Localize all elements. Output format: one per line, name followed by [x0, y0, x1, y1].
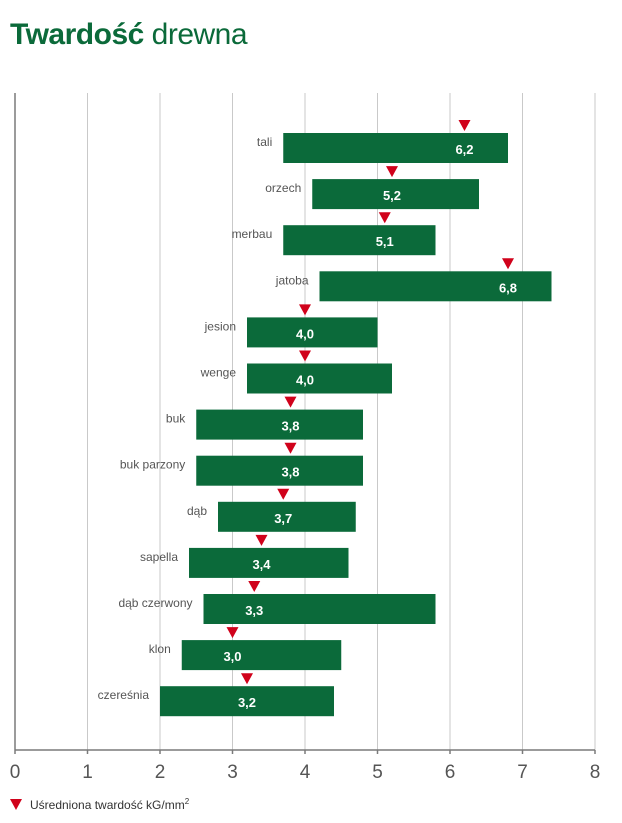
x-tick-label: 1 — [82, 762, 93, 783]
x-tick-label: 7 — [517, 762, 528, 783]
category-label: buk — [166, 412, 186, 426]
bar-value-label: 3,3 — [245, 603, 263, 618]
bar-value-label: 3,0 — [223, 649, 241, 664]
category-label: jatoba — [275, 273, 309, 287]
bar-value-label: 4,0 — [296, 326, 314, 341]
bar-wenge — [247, 363, 392, 394]
average-marker — [386, 166, 398, 178]
bar-klon — [181, 640, 342, 671]
bar-sapella — [189, 547, 349, 578]
title-bold: Twardość — [10, 18, 144, 51]
bar-jesion — [247, 317, 378, 348]
average-marker — [378, 212, 391, 224]
bar-value-label: 5,1 — [376, 234, 394, 249]
bar-value-label: 3,8 — [281, 465, 299, 480]
bar-czereśnia — [160, 686, 334, 717]
hardness-chart: 0 1 2 3 4 5 6 7 8 6,2 tali 5,2 orzech 5,1 merbau 6,8 jat… — [10, 93, 601, 783]
average-marker — [226, 627, 239, 639]
chart-title: Twardość drewna — [10, 18, 248, 52]
legend-label: Uśredniona twardość kG/mm2 — [30, 797, 190, 812]
average-marker — [255, 534, 268, 546]
average-marker — [458, 120, 471, 131]
category-label: czereśnia — [98, 688, 150, 702]
bar-jatoba — [319, 271, 552, 302]
x-tick-label: 3 — [227, 762, 238, 783]
average-marker-icon — [10, 799, 22, 810]
x-tick-label: 5 — [372, 762, 383, 783]
average-marker — [299, 350, 311, 362]
average-marker — [241, 673, 253, 685]
category-label: tali — [257, 135, 272, 149]
category-label: merbau — [232, 227, 273, 241]
category-label: klon — [149, 642, 171, 656]
category-label: dąb czerwony — [118, 596, 192, 610]
category-label: sapella — [140, 550, 178, 564]
bar-orzech — [312, 179, 479, 210]
bar-value-label: 3,2 — [238, 695, 256, 710]
bar-value-label: 6,2 — [455, 142, 473, 157]
x-tick-label: 0 — [10, 762, 21, 783]
bar-merbau — [283, 225, 436, 256]
x-tick-label: 8 — [590, 762, 601, 783]
category-label: wenge — [200, 366, 237, 380]
bar-dąb-czerwony — [203, 594, 436, 624]
bar-value-label: 6,8 — [499, 280, 517, 295]
average-marker — [299, 304, 311, 316]
x-tick-label: 4 — [300, 762, 311, 783]
category-label: dąb — [187, 504, 207, 518]
legend: Uśredniona twardość kG/mm2 — [10, 797, 189, 812]
category-label: buk parzony — [120, 458, 185, 472]
average-marker — [502, 258, 514, 270]
bar-value-label: 5,2 — [383, 188, 401, 203]
bar-value-label: 3,4 — [252, 557, 271, 572]
category-label: jesion — [204, 319, 236, 333]
average-marker — [284, 442, 297, 454]
x-tick-label: 6 — [445, 762, 456, 783]
bar-tali — [283, 133, 508, 163]
bar-buk-parzony — [196, 455, 363, 486]
bar-value-label: 4,0 — [296, 373, 314, 388]
average-marker — [248, 581, 261, 592]
average-marker — [277, 488, 290, 500]
bar-value-label: 3,8 — [281, 419, 299, 434]
x-tick-label: 2 — [155, 762, 166, 783]
title-light: drewna — [151, 18, 248, 51]
bar-dąb — [218, 501, 356, 532]
bar-buk — [196, 409, 363, 440]
category-label: orzech — [265, 181, 301, 195]
bar-value-label: 3,7 — [274, 511, 292, 526]
average-marker — [284, 396, 297, 408]
